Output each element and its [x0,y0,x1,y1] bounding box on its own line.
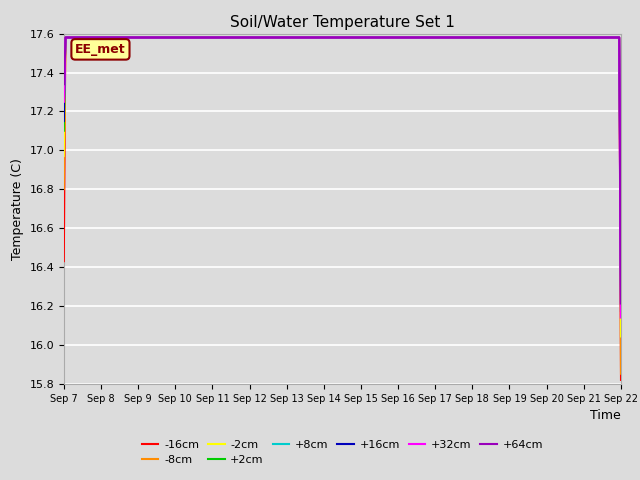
Legend: -16cm, -8cm, -2cm, +2cm, +8cm, +16cm, +32cm, +64cm: -16cm, -8cm, -2cm, +2cm, +8cm, +16cm, +3… [138,435,547,469]
X-axis label: Time: Time [590,409,621,422]
Text: EE_met: EE_met [75,43,126,56]
Title: Soil/Water Temperature Set 1: Soil/Water Temperature Set 1 [230,15,455,30]
Y-axis label: Temperature (C): Temperature (C) [11,158,24,260]
